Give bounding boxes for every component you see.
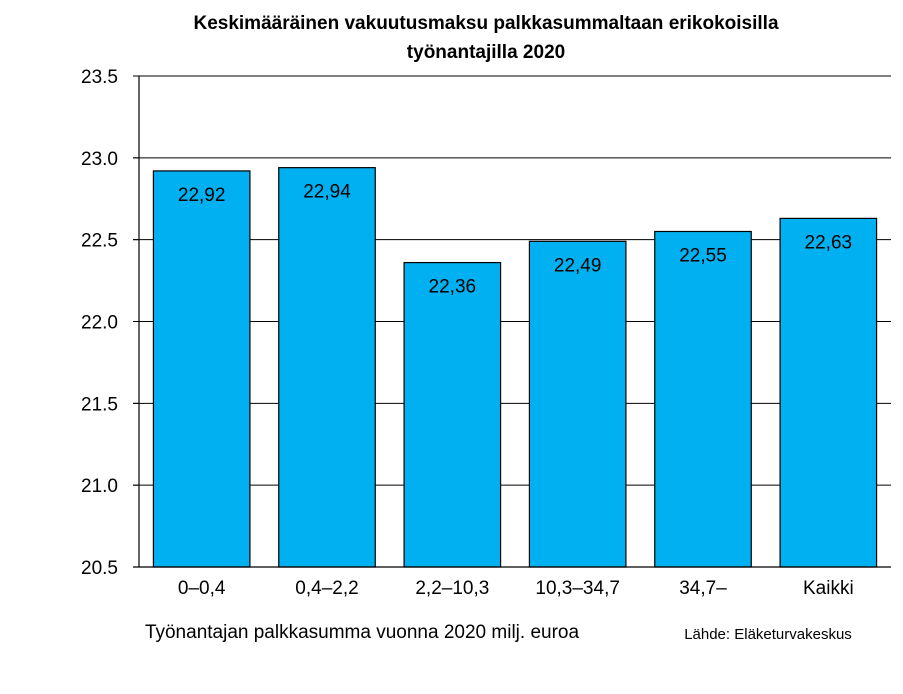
chart-title-line-2: työnantajilla 2020 — [407, 42, 565, 63]
data-label: 22,92 — [178, 185, 226, 206]
data-label: 22,94 — [303, 182, 351, 203]
bar — [654, 230, 752, 568]
y-tick-labels: 20.5 21.0 21.5 22.0 22.5 23.0 23.5 — [81, 67, 118, 579]
x-axis-title: Työnantajan palkkasumma vuonna 2020 milj… — [145, 622, 580, 643]
data-label: 22,49 — [554, 255, 602, 276]
bars — [152, 167, 878, 568]
x-tick-label: 0,4–2,2 — [295, 578, 358, 599]
bar — [403, 261, 502, 568]
y-tick-label: 22.5 — [81, 231, 118, 252]
data-label: 22,55 — [679, 245, 727, 266]
data-labels: 22,92 22,94 22,36 22,49 22,55 22,63 — [178, 182, 852, 298]
x-tick-labels: 0–0,4 0,4–2,2 2,2–10,3 10,3–34,7 34,7– Kaikki — [178, 578, 854, 599]
y-tick-label: 20.5 — [81, 558, 118, 579]
data-label: 22,36 — [429, 277, 477, 298]
bar — [779, 217, 878, 568]
x-tick-label: 2,2–10,3 — [415, 578, 489, 599]
data-label: 22,63 — [805, 232, 853, 253]
source-note: Lähde: Eläketurvakeskus — [684, 626, 852, 643]
axes — [133, 75, 891, 568]
bar — [152, 170, 251, 568]
x-tick-label: 0–0,4 — [178, 578, 226, 599]
y-tick-label: 21.5 — [81, 394, 118, 415]
chart-title-line-1: Keskimääräinen vakuutusmaksu palkkasumma… — [193, 13, 778, 34]
bar — [278, 167, 376, 568]
y-tick-label: 21.0 — [81, 476, 118, 497]
gridlines — [133, 75, 891, 486]
x-tick-label: Kaikki — [803, 578, 854, 599]
bar — [528, 240, 627, 568]
y-tick-label: 23.5 — [81, 67, 118, 88]
x-tick-label: 10,3–34,7 — [535, 578, 620, 599]
x-tick-label: 34,7– — [679, 578, 727, 599]
y-tick-label: 23.0 — [81, 149, 118, 170]
y-tick-label: 22.0 — [81, 313, 118, 334]
